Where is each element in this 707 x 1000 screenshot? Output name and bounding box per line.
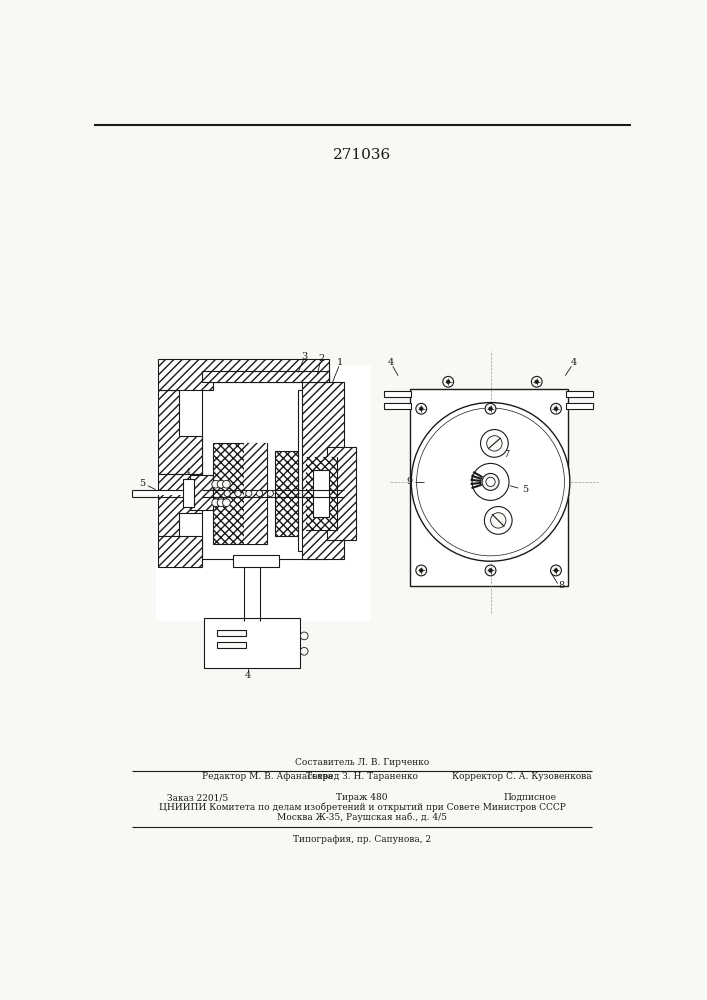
Text: Москва Ж-35, Раушская наб., д. 4/5: Москва Ж-35, Раушская наб., д. 4/5: [277, 813, 447, 822]
Circle shape: [223, 499, 230, 507]
Circle shape: [554, 407, 558, 411]
Bar: [204, 618, 300, 668]
Polygon shape: [158, 536, 201, 567]
Bar: [244, 443, 267, 544]
Text: 271036: 271036: [333, 148, 391, 162]
Circle shape: [411, 403, 570, 561]
Text: 9: 9: [407, 477, 413, 486]
Bar: [385, 403, 411, 409]
Circle shape: [485, 565, 496, 576]
Polygon shape: [302, 382, 344, 559]
Text: Техред З. Н. Тараненко: Техред З. Н. Тараненко: [306, 772, 418, 781]
Circle shape: [416, 408, 564, 556]
Circle shape: [472, 463, 509, 500]
Text: 6: 6: [255, 460, 261, 469]
Circle shape: [486, 436, 502, 451]
Polygon shape: [327, 447, 356, 540]
Bar: [305, 457, 337, 530]
Circle shape: [212, 480, 219, 488]
Bar: [275, 451, 298, 536]
Text: Заказ 2201/5: Заказ 2201/5: [167, 793, 228, 802]
Bar: [201, 371, 329, 382]
Bar: [313, 470, 329, 517]
Circle shape: [246, 490, 252, 497]
Text: Тираж 480: Тираж 480: [337, 793, 387, 802]
Bar: [201, 374, 329, 559]
Circle shape: [482, 473, 499, 490]
Circle shape: [484, 507, 512, 534]
Circle shape: [485, 403, 496, 414]
Circle shape: [554, 569, 558, 572]
Circle shape: [257, 490, 262, 497]
Text: ЦНИИПИ Комитета по делам изобретений и открытий при Совете Министров СССР: ЦНИИПИ Комитета по делам изобретений и о…: [158, 803, 566, 812]
Bar: [298, 389, 340, 551]
Circle shape: [212, 499, 219, 507]
Bar: [156, 366, 371, 620]
Circle shape: [419, 407, 423, 411]
Bar: [190, 475, 214, 510]
Circle shape: [446, 380, 450, 384]
Bar: [409, 389, 568, 586]
Bar: [244, 443, 267, 544]
Circle shape: [416, 565, 426, 576]
Circle shape: [224, 490, 230, 497]
Circle shape: [551, 403, 561, 414]
Circle shape: [481, 430, 508, 457]
Circle shape: [217, 480, 225, 488]
Text: 4: 4: [186, 468, 190, 476]
Circle shape: [267, 490, 274, 497]
Circle shape: [535, 380, 539, 384]
Bar: [214, 443, 244, 544]
Bar: [566, 391, 593, 397]
Circle shape: [532, 376, 542, 387]
Polygon shape: [158, 359, 329, 389]
Bar: [233, 555, 279, 567]
Text: 8: 8: [559, 581, 564, 590]
Bar: [385, 391, 411, 397]
Bar: [217, 642, 247, 648]
Text: 3: 3: [301, 352, 308, 361]
Circle shape: [223, 480, 230, 488]
Circle shape: [235, 490, 241, 497]
Text: 5: 5: [139, 479, 146, 488]
Text: Редактор М. В. Афанасьева: Редактор М. В. Афанасьева: [201, 772, 333, 781]
Polygon shape: [158, 474, 201, 536]
Bar: [566, 403, 593, 409]
Bar: [305, 457, 337, 530]
Circle shape: [486, 477, 495, 487]
Text: 7: 7: [503, 450, 509, 459]
Circle shape: [300, 632, 308, 640]
Text: Корректор С. А. Кузовенкова: Корректор С. А. Кузовенкова: [452, 772, 591, 781]
Circle shape: [489, 407, 493, 411]
Bar: [217, 630, 247, 636]
Text: Составитель Л. В. Гирченко: Составитель Л. В. Гирченко: [295, 758, 429, 767]
Circle shape: [443, 376, 454, 387]
Circle shape: [300, 647, 308, 655]
Circle shape: [419, 569, 423, 572]
Text: 4: 4: [245, 671, 251, 680]
Text: Подписное: Подписное: [503, 793, 556, 802]
Text: 1: 1: [337, 358, 344, 367]
Circle shape: [416, 403, 426, 414]
Circle shape: [489, 569, 493, 572]
Text: 4: 4: [387, 358, 394, 367]
Bar: [182, 479, 194, 507]
Circle shape: [217, 499, 225, 507]
Text: Типография, пр. Сапунова, 2: Типография, пр. Сапунова, 2: [293, 835, 431, 844]
Text: 4: 4: [571, 358, 577, 367]
Circle shape: [491, 513, 506, 528]
Text: 5: 5: [522, 485, 528, 494]
Polygon shape: [158, 389, 201, 474]
Circle shape: [551, 565, 561, 576]
Text: 2: 2: [318, 354, 325, 363]
